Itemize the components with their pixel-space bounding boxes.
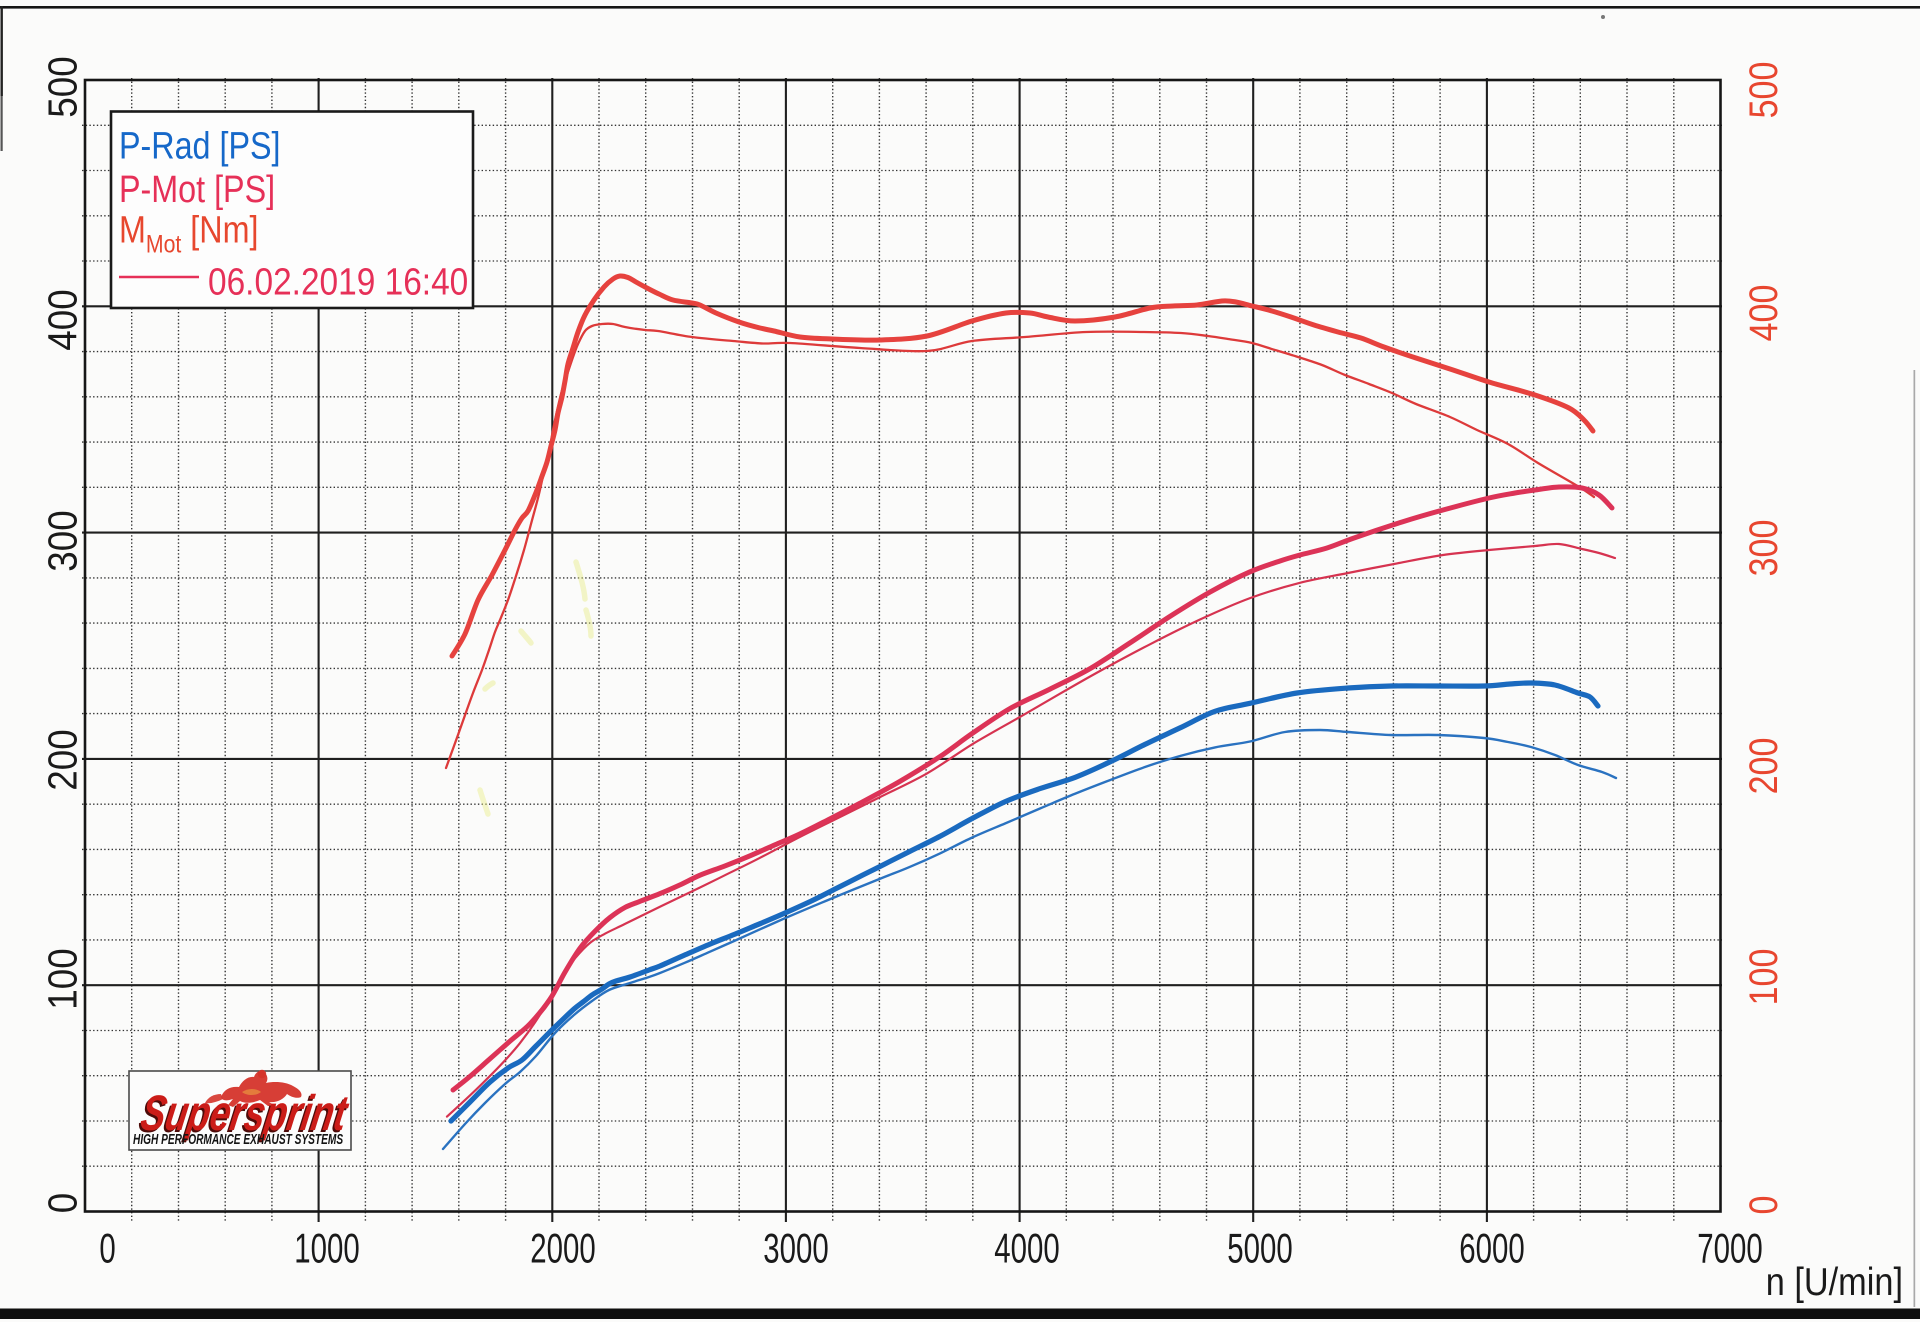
svg-text:7000: 7000 bbox=[1697, 1224, 1762, 1272]
svg-text:2000: 2000 bbox=[530, 1224, 595, 1272]
svg-text:200: 200 bbox=[41, 729, 86, 790]
svg-text:3000: 3000 bbox=[763, 1224, 828, 1272]
svg-text:P-Rad [PS]: P-Rad [PS] bbox=[119, 125, 281, 167]
svg-text:100: 100 bbox=[1740, 949, 1785, 1006]
svg-text:100: 100 bbox=[41, 948, 86, 1009]
svg-text:6000: 6000 bbox=[1459, 1224, 1524, 1272]
svg-text:5000: 5000 bbox=[1227, 1224, 1292, 1272]
svg-text:06.02.2019 16:40: 06.02.2019 16:40 bbox=[208, 261, 468, 303]
svg-text:0: 0 bbox=[41, 1193, 86, 1214]
svg-text:MMot [Nm]: MMot [Nm] bbox=[119, 209, 258, 258]
svg-text:0: 0 bbox=[1740, 1196, 1785, 1215]
svg-text:400: 400 bbox=[1740, 285, 1785, 342]
svg-text:4000: 4000 bbox=[994, 1224, 1059, 1272]
svg-text:500: 500 bbox=[1740, 62, 1785, 119]
svg-text:200: 200 bbox=[1740, 738, 1785, 795]
svg-text:300: 300 bbox=[41, 510, 86, 571]
svg-text:P-Mot [PS]: P-Mot [PS] bbox=[119, 169, 275, 211]
svg-text:300: 300 bbox=[1740, 520, 1785, 577]
svg-text:400: 400 bbox=[41, 289, 86, 350]
svg-text:500: 500 bbox=[41, 56, 86, 117]
svg-text:0: 0 bbox=[99, 1224, 115, 1272]
svg-text:Supersprint: Supersprint bbox=[135, 1088, 351, 1143]
svg-text:n [U/min]: n [U/min] bbox=[1766, 1260, 1903, 1304]
svg-text:Supersprint: Supersprint bbox=[137, 1086, 353, 1141]
svg-text:HIGH PERFORMANCE EXHAUST SYSTE: HIGH PERFORMANCE EXHAUST SYSTEMS bbox=[133, 1131, 344, 1147]
svg-text:1000: 1000 bbox=[294, 1224, 359, 1272]
